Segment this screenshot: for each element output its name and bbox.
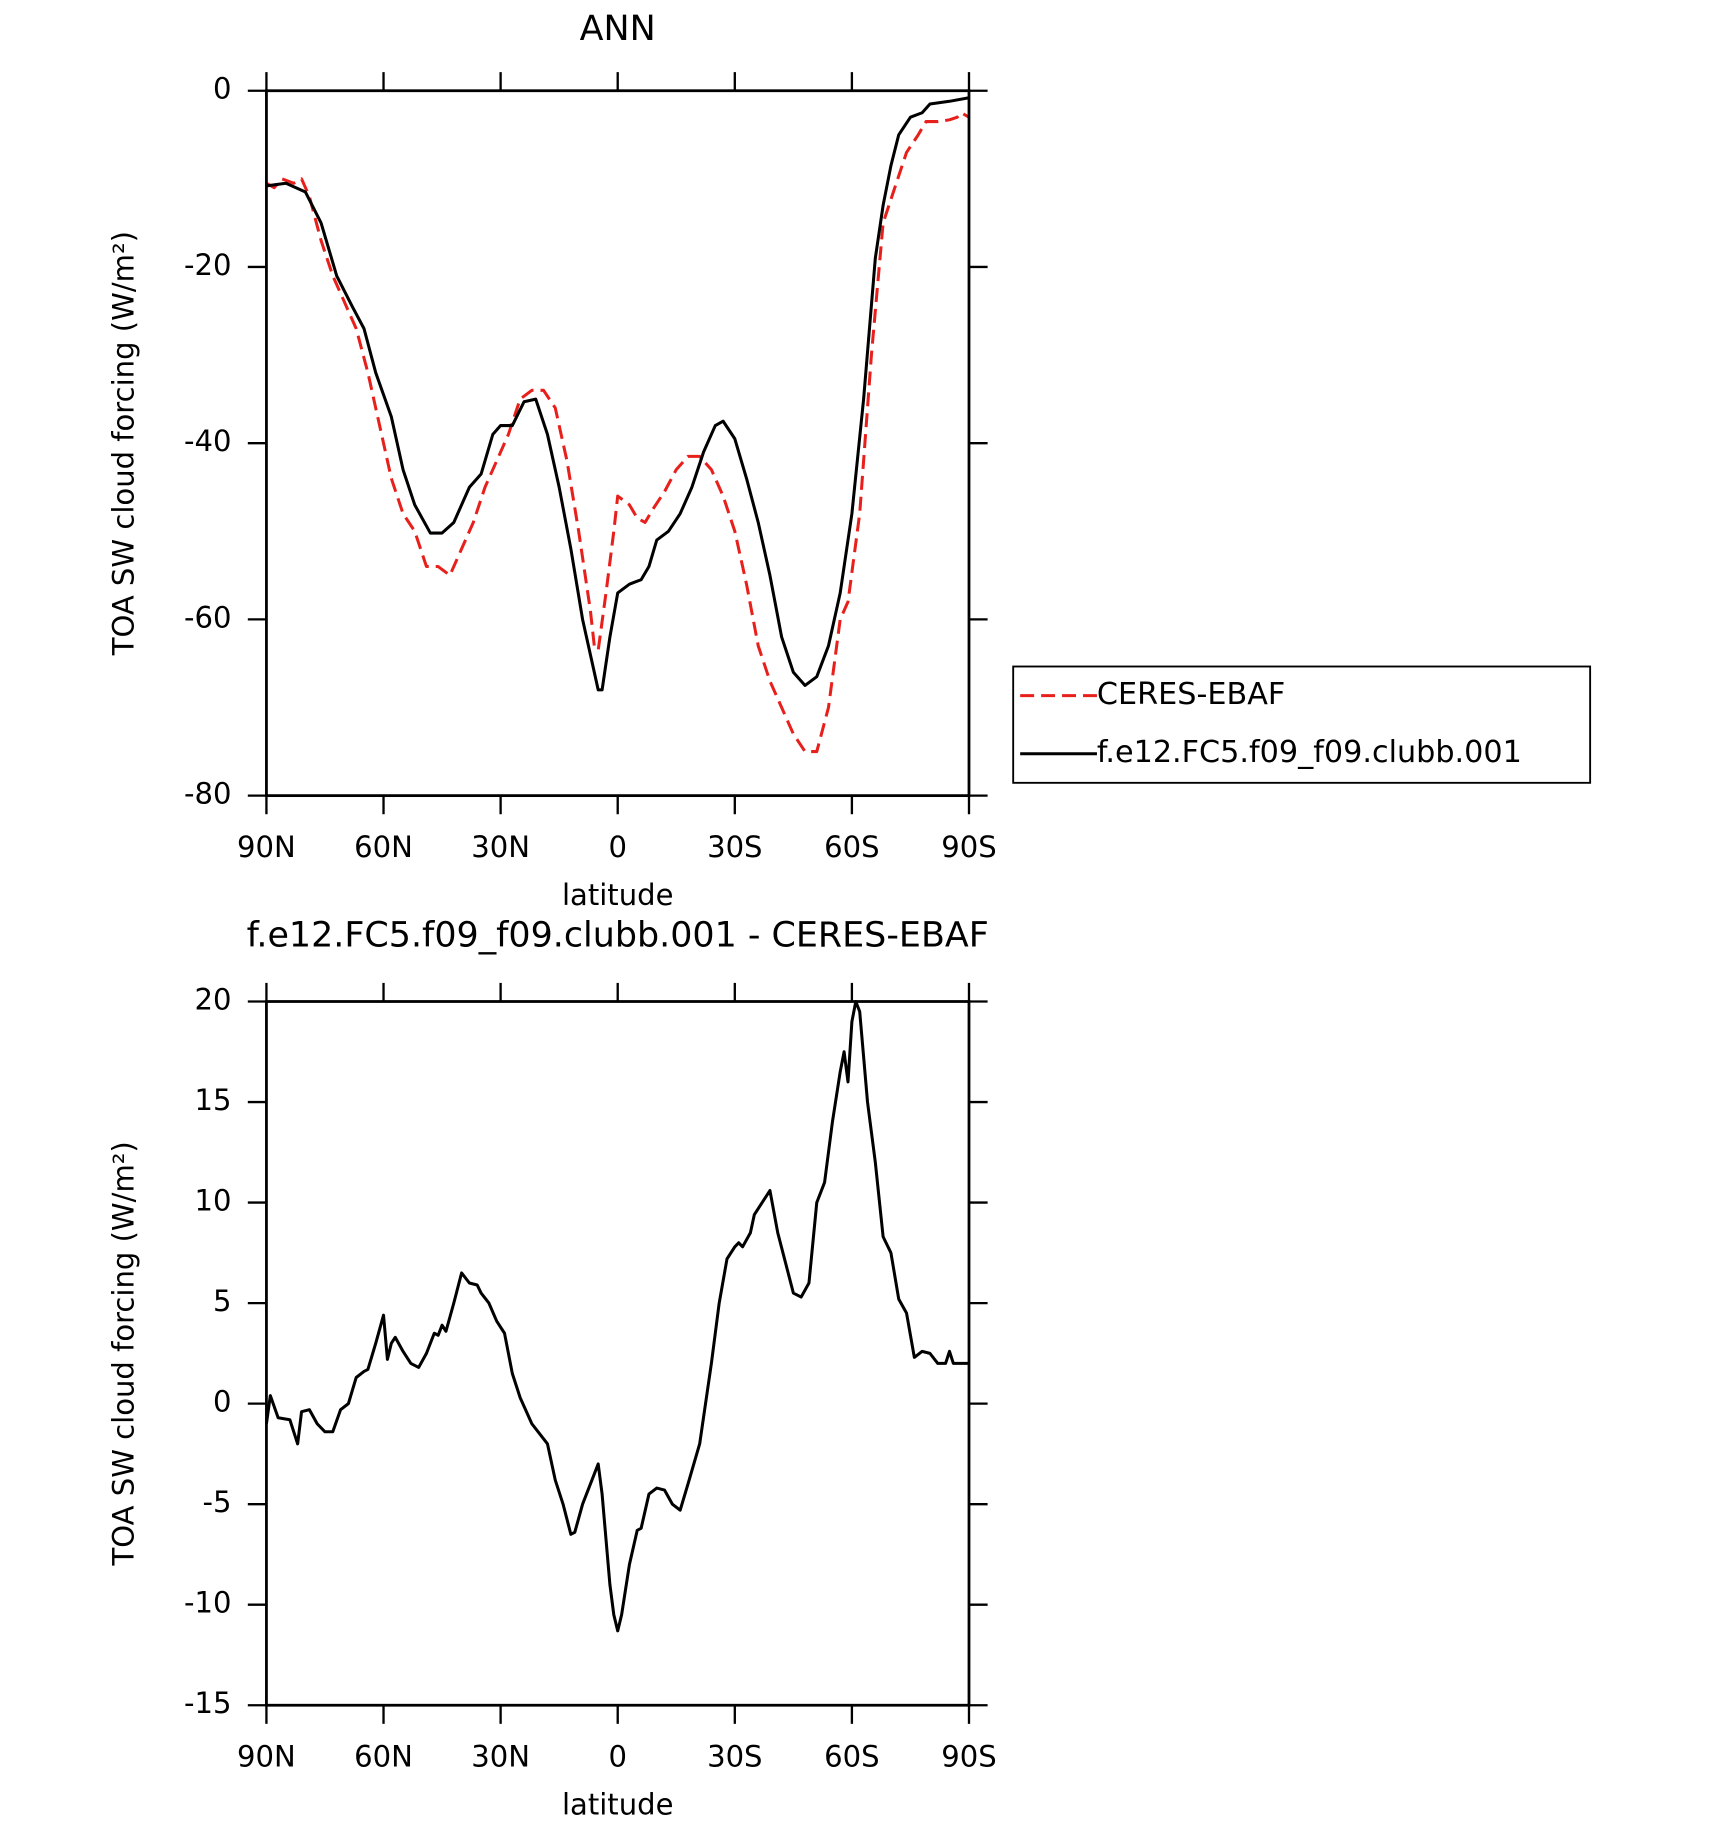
x-tick-label: 90N xyxy=(237,830,296,864)
y-tick-label: 0 xyxy=(213,1385,232,1419)
y-tick-label: -15 xyxy=(184,1686,231,1720)
x-tick-label: 60N xyxy=(354,830,413,864)
x-tick-label: 60S xyxy=(824,1740,879,1774)
legend-label: CERES-EBAF xyxy=(1097,677,1285,712)
y-tick-label: 15 xyxy=(195,1083,232,1117)
x-tick-label: 30N xyxy=(471,830,530,864)
data-line xyxy=(266,96,970,692)
x-tick-label: 0 xyxy=(608,1740,626,1774)
x-tick-label: 30N xyxy=(471,1740,530,1774)
data-line xyxy=(264,999,969,1633)
x-tick-label: 0 xyxy=(608,830,626,864)
y-tick-label: -60 xyxy=(184,600,231,634)
x-tick-label: 90S xyxy=(941,1740,996,1774)
y-axis-label: TOA SW cloud forcing (W/m²) xyxy=(107,231,141,656)
y-axis-label: TOA SW cloud forcing (W/m²) xyxy=(107,1141,141,1566)
x-tick-label: 30S xyxy=(707,1740,762,1774)
chart-title: ANN xyxy=(580,9,656,49)
legend-label: f.e12.FC5.f09_f09.clubb.001 xyxy=(1097,735,1522,770)
plot-frame xyxy=(265,1000,971,1707)
x-axis-label: latitude xyxy=(562,1787,674,1821)
y-tick-label: 5 xyxy=(213,1284,232,1318)
chart-title: f.e12.FC5.f09_f09.clubb.001 - CERES-EBAF xyxy=(247,915,989,955)
x-tick-label: 60S xyxy=(824,830,879,864)
y-tick-label: -40 xyxy=(184,424,231,458)
y-tick-label: 10 xyxy=(195,1184,232,1218)
x-tick-label: 30S xyxy=(707,830,762,864)
x-tick-label: 90N xyxy=(237,1740,296,1774)
y-tick-label: 0 xyxy=(213,72,232,106)
x-tick-label: 60N xyxy=(354,1740,413,1774)
legend-box xyxy=(1012,665,1592,784)
x-axis-label: latitude xyxy=(562,878,674,912)
y-tick-label: -20 xyxy=(184,248,231,282)
y-tick-label: -80 xyxy=(184,777,231,811)
plot-frame xyxy=(265,89,971,798)
x-tick-label: 90S xyxy=(941,830,996,864)
y-tick-label: -10 xyxy=(184,1586,231,1620)
y-tick-label: 20 xyxy=(195,983,232,1017)
data-line xyxy=(265,111,970,754)
y-tick-label: -5 xyxy=(203,1485,232,1519)
